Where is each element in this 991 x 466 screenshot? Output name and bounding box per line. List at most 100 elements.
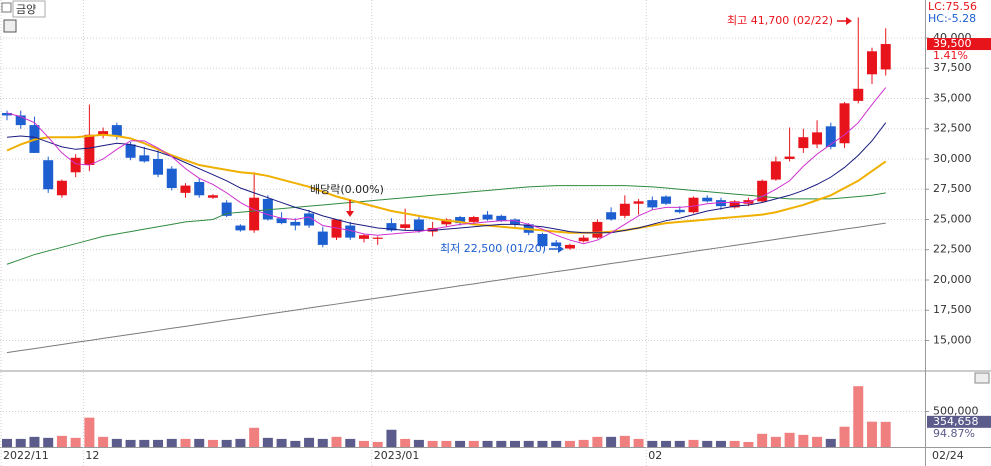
x-tick-label: 2023/01 <box>374 449 420 462</box>
candle-body <box>194 181 205 196</box>
candle-body <box>317 231 328 245</box>
annotation-arrow-head <box>846 17 852 25</box>
annotation: 최저 22,500 (01/20) <box>440 242 546 255</box>
volume-bar <box>455 440 466 447</box>
volume-bar <box>331 436 342 447</box>
candle-body <box>510 219 521 225</box>
candle-body <box>427 227 438 232</box>
volume-bar <box>276 438 287 447</box>
candle-body <box>578 237 589 242</box>
volume-bar <box>770 436 781 447</box>
candle-body <box>15 115 26 126</box>
volume-bar <box>592 436 603 447</box>
volume-bar <box>798 434 809 447</box>
candle-body <box>743 200 754 204</box>
x-axis-date: 02/24 <box>932 449 964 462</box>
last-price-box <box>927 38 991 51</box>
candle-body <box>111 125 122 136</box>
volume-bar <box>661 440 672 447</box>
volume-bar <box>304 437 315 447</box>
candle-body <box>674 209 685 213</box>
candle-body <box>482 214 493 220</box>
volume-bar <box>98 436 109 447</box>
candle-body <box>125 144 136 158</box>
annotation-arrow-head <box>346 211 354 217</box>
candle-body <box>592 221 603 238</box>
candle-body <box>441 219 452 225</box>
moving-average <box>6 87 887 245</box>
candle-body <box>647 200 658 208</box>
ratio-label: 94.87% <box>933 427 975 440</box>
candle-body <box>235 225 246 231</box>
volume-bar <box>125 439 136 447</box>
volume-bar <box>496 440 507 447</box>
volume-bar <box>853 386 864 447</box>
candle-body <box>825 126 836 147</box>
volume-bar <box>688 439 699 447</box>
volume-bar <box>606 436 617 447</box>
y-tick-label: 15,000 <box>933 333 972 346</box>
volume-bar <box>235 438 246 447</box>
annotation-arrow-head <box>558 245 564 253</box>
volume-bar <box>441 440 452 447</box>
volume-bar <box>386 429 397 447</box>
volume-bar <box>482 440 493 447</box>
volume-bar <box>413 439 424 447</box>
table-icon[interactable] <box>3 19 17 33</box>
volume-bar <box>153 439 164 447</box>
moving-average <box>6 133 887 234</box>
candle-body <box>249 197 260 231</box>
last-price-label: 39,500 <box>933 37 972 50</box>
volume-bar <box>537 440 548 447</box>
candle-body <box>166 168 177 189</box>
candle-body <box>866 51 877 75</box>
candle-body <box>276 218 287 224</box>
volume-bar <box>523 440 534 447</box>
volume-bar <box>221 439 232 447</box>
y-tick-label: 20,000 <box>933 273 972 286</box>
panel-button[interactable] <box>974 372 990 384</box>
volume-bar <box>2 438 12 447</box>
title-box <box>12 0 46 18</box>
candle-body <box>468 217 479 222</box>
volume-bar <box>564 440 575 447</box>
candle-body <box>812 132 823 145</box>
candle-body <box>262 198 273 220</box>
menu-icon[interactable] <box>1 2 12 13</box>
y-tick-label: 35,000 <box>933 91 972 104</box>
volume-bar <box>825 438 836 447</box>
y-tick-label: 25,000 <box>933 212 972 225</box>
volume-bar <box>70 437 81 447</box>
candle-body <box>839 103 850 144</box>
candle-body <box>633 201 644 204</box>
volume-bar <box>784 432 795 447</box>
volume-bar <box>619 435 630 447</box>
volume-bar <box>194 438 205 447</box>
candle-body <box>413 219 424 231</box>
candle-body <box>496 215 507 221</box>
candle-body <box>84 134 95 166</box>
volume-bar <box>633 438 644 447</box>
candle-body <box>372 237 383 239</box>
candle-body <box>304 213 315 226</box>
volume-bar <box>139 439 150 447</box>
candle-body <box>619 203 630 216</box>
candle-body <box>70 157 81 173</box>
candle-body <box>98 131 109 135</box>
volume-bar <box>358 440 369 447</box>
candle-body <box>688 197 699 213</box>
candle-body <box>43 160 54 190</box>
y-tick-label: 500,000 <box>933 405 979 418</box>
volume-bar <box>262 437 273 447</box>
annotation: 최고 41,700 (02/22) <box>727 14 833 27</box>
candle-body <box>537 234 548 247</box>
candle-body <box>880 44 891 70</box>
candle-body <box>180 185 191 193</box>
volume-bar <box>249 427 260 447</box>
candle-body <box>784 156 795 159</box>
volume-bar <box>317 438 328 447</box>
candle-body <box>606 212 617 220</box>
volume-bar <box>166 438 177 447</box>
